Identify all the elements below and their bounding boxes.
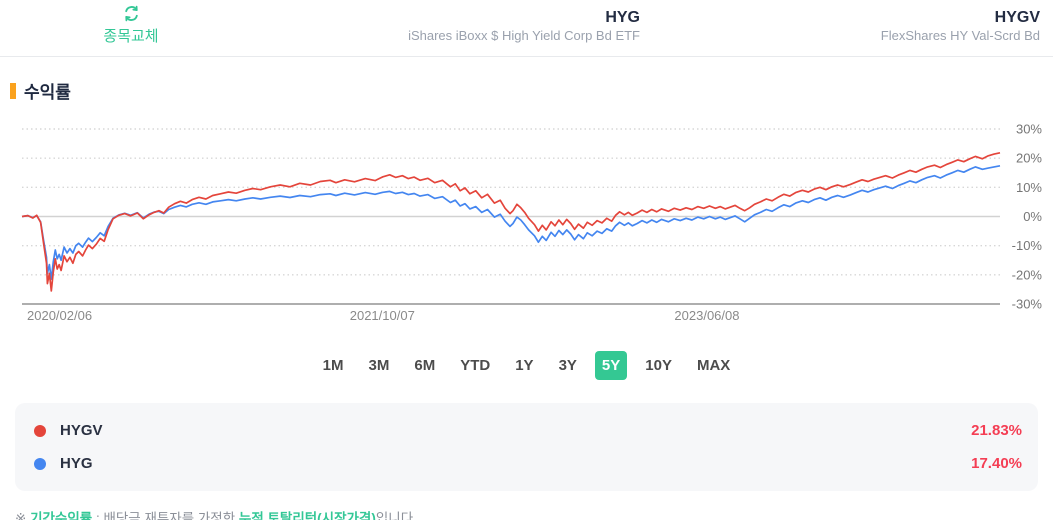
etf-summary-left: HYG iShares iBoxx $ High Yield Corp Bd E… xyxy=(408,9,640,44)
etf-name-hygv: FlexShares HY Val-Scrd Bd xyxy=(880,28,1040,43)
footnote: ※ 기간수익률 : 배당금 재투자를 가정한 누적 토탈리턴(시장가격)입니다. xyxy=(15,507,1053,520)
etf-name-hyg: iShares iBoxx $ High Yield Corp Bd ETF xyxy=(408,28,640,43)
returns-chart: 30% 20% 10% 0% -10% -20% -30% 2020/02/06 2021/10… xyxy=(21,122,1043,323)
etf-ticker-hygv: HYGV xyxy=(994,9,1040,26)
legend-series-name: HYG xyxy=(60,455,93,472)
swap-button-label: 종목교체 xyxy=(103,28,159,45)
returns-chart-area[interactable]: 30% 20% 10% 0% -10% -20% -30% 2020/02/06 2021/10… xyxy=(0,112,1053,324)
y-axis-label: 20% xyxy=(1016,151,1042,166)
y-axis-label: -20% xyxy=(1012,267,1043,282)
period-button-1m[interactable]: 1M xyxy=(316,351,351,380)
etf-ticker-hyg: HYG xyxy=(605,9,640,26)
legend-series-value: 17.40% xyxy=(971,455,1022,472)
footnote-term: 기간수익률 xyxy=(30,511,93,520)
period-button-max[interactable]: MAX xyxy=(690,351,737,380)
legend-series-name: HYGV xyxy=(60,422,103,439)
swap-refresh-icon xyxy=(98,4,164,23)
x-axis-label: 2021/10/07 xyxy=(350,308,415,323)
legend-row-hygv: HYGV 21.83% xyxy=(34,416,1022,446)
series-line-hygv xyxy=(21,151,1001,292)
footnote-marker: ※ xyxy=(15,511,27,520)
y-axis-label: -10% xyxy=(1012,238,1043,253)
footnote-mid: : 배당금 재투자를 가정한 xyxy=(92,511,239,520)
x-axis-label: 2020/02/06 xyxy=(27,308,92,323)
page-title: 수익률 xyxy=(24,83,71,102)
period-button-3y[interactable]: 3Y xyxy=(552,351,584,380)
section-title-row: 수익률 xyxy=(10,78,1053,103)
comparison-header: 종목교체 HYG iShares iBoxx $ High Yield Corp… xyxy=(0,0,1053,57)
period-selector: 1M 3M 6M YTD 1Y 3Y 5Y 10Y MAX xyxy=(0,350,1053,380)
period-button-5y[interactable]: 5Y xyxy=(594,350,628,380)
legend-dot-icon xyxy=(34,457,46,470)
period-button-ytd[interactable]: YTD xyxy=(453,351,497,380)
legend-dot-icon xyxy=(34,424,46,437)
y-axis-label: -30% xyxy=(1012,297,1043,312)
etf-summary-right: HYGV FlexShares HY Val-Scrd Bd xyxy=(881,9,1040,44)
legend-series-value: 21.83% xyxy=(971,422,1022,439)
title-accent-bar xyxy=(10,82,16,99)
y-axis-label: 10% xyxy=(1016,180,1042,195)
period-button-3m[interactable]: 3M xyxy=(362,351,397,380)
y-axis-label: 30% xyxy=(1016,122,1042,137)
x-axis-label: 2023/06/08 xyxy=(674,308,739,323)
y-axis-label: 0% xyxy=(1023,209,1042,224)
period-button-1y[interactable]: 1Y xyxy=(508,351,540,380)
period-button-10y[interactable]: 10Y xyxy=(638,351,679,380)
legend-row-hyg: HYG 17.40% xyxy=(34,449,1022,479)
footnote-highlight: 누적 토탈리턴(시장가격) xyxy=(238,511,376,520)
swap-stocks-button[interactable]: 종목교체 xyxy=(98,4,164,46)
period-button-6m[interactable]: 6M xyxy=(407,351,442,380)
footnote-suffix: 입니다. xyxy=(375,511,417,520)
legend-panel: HYGV 21.83% HYG 17.40% xyxy=(15,403,1038,491)
